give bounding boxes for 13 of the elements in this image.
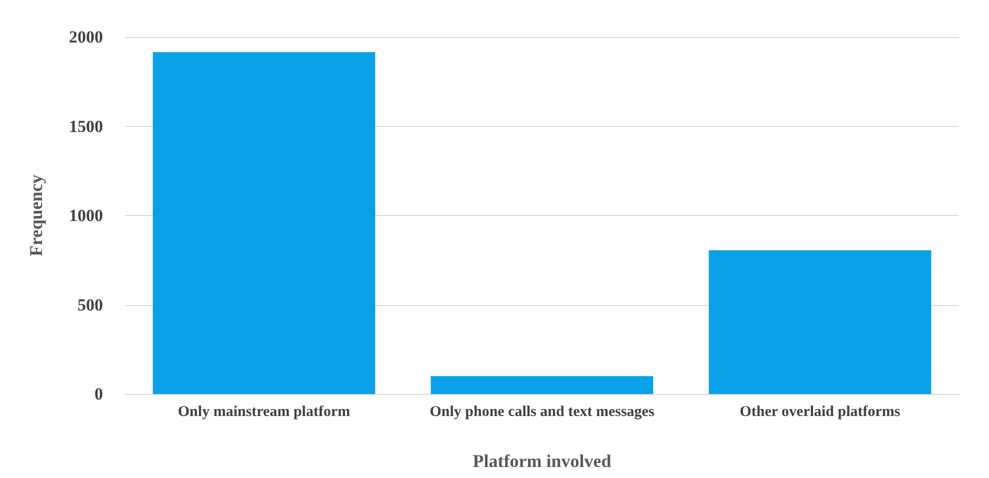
y-tick-label: 500 <box>78 295 103 314</box>
y-tick-label: 0 <box>94 384 103 404</box>
x-axis-title: Platform involved <box>472 451 612 471</box>
y-tick-label: 1500 <box>69 116 103 136</box>
y-tick-label: 1000 <box>69 206 103 225</box>
x-tick-label: Only phone calls and text messages <box>430 404 654 420</box>
x-tick-label: Only mainstream platform <box>178 404 351 420</box>
y-tick-label: 2000 <box>69 28 103 46</box>
x-tick-label: Other overlaid platforms <box>740 404 900 420</box>
bar <box>708 250 932 394</box>
bar <box>152 52 376 394</box>
bar <box>430 376 654 394</box>
y-axis-title: Frequency <box>26 174 46 256</box>
